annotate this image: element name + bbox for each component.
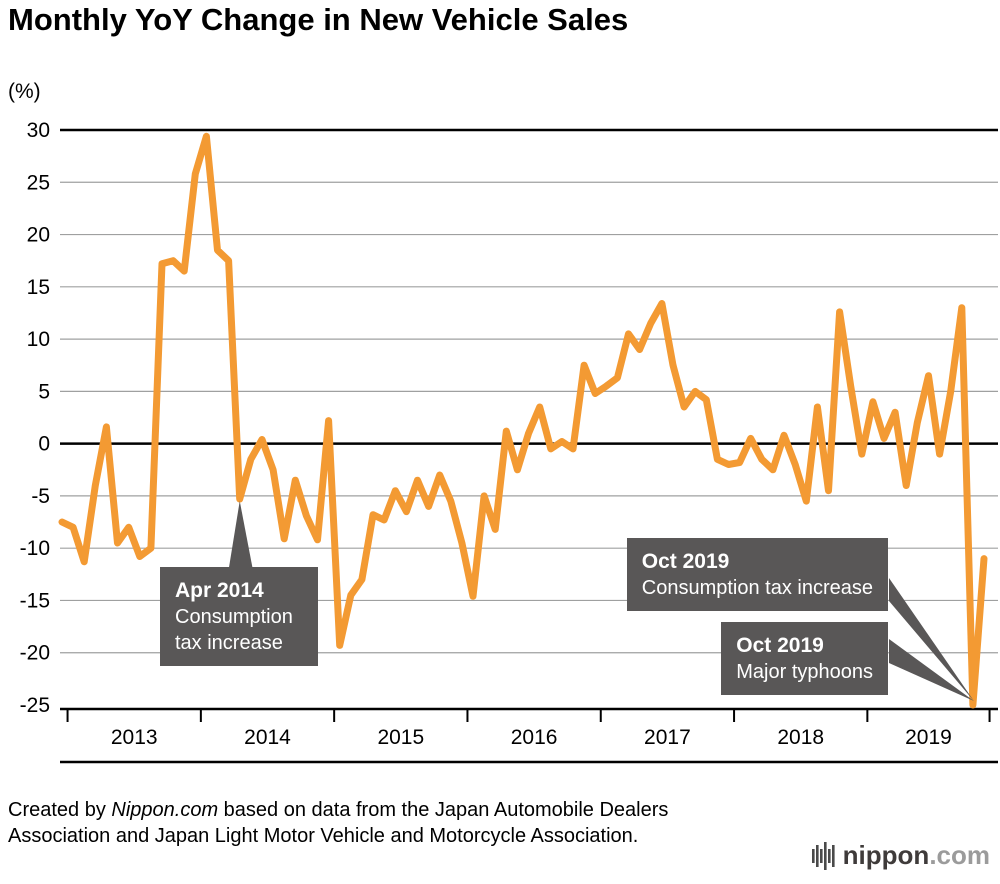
data-line: [58, 132, 988, 709]
svg-text:30: 30: [27, 119, 50, 142]
source-attribution: Created by Nippon.com based on data from…: [8, 797, 738, 849]
svg-text:2014: 2014: [244, 726, 291, 749]
svg-text:2016: 2016: [511, 726, 558, 749]
annotation-body: Major typhoons: [736, 661, 873, 684]
y-axis-labels: -25 -20 -15 -10 -5 0 5 10 15 20 25 30: [20, 119, 50, 717]
annotation-apr-2014-tax-increase: Apr 2014 Consumption tax increase: [160, 567, 318, 667]
svg-text:2017: 2017: [644, 726, 691, 749]
svg-text:20: 20: [27, 224, 50, 247]
svg-text:-5: -5: [31, 485, 50, 508]
svg-text:2018: 2018: [777, 726, 824, 749]
annotation-body: Consumption tax increase: [641, 577, 873, 600]
logo-tld: .com: [929, 840, 990, 870]
pointer-oct-2019-typhoons: [889, 639, 974, 701]
annotation-title: Oct 2019: [641, 550, 730, 573]
nippon-logo-icon: [811, 841, 835, 870]
svg-text:-10: -10: [20, 537, 50, 560]
svg-text:2013: 2013: [111, 726, 158, 749]
svg-text:-20: -20: [20, 642, 50, 665]
svg-text:0: 0: [38, 433, 50, 456]
pointer-apr-2014: [228, 501, 253, 569]
svg-text:25: 25: [27, 171, 50, 194]
annotation-oct-2019-tax-increase: Oct 2019 Consumption tax increase: [626, 538, 888, 612]
x-axis-year-labels: 2013 2014 2015 2016 2017 2018 2019: [111, 726, 952, 749]
page-title: Monthly YoY Change in New Vehicle Sales: [8, 2, 629, 37]
attribution-prefix: Created by: [8, 799, 112, 821]
annotation-pointers: [228, 501, 974, 701]
annotation-title: Oct 2019: [736, 634, 824, 657]
svg-text:15: 15: [27, 276, 50, 299]
annotation-body-line1: Consumption: [175, 606, 293, 629]
nippon-logo: nippon.com: [811, 840, 990, 871]
logo-name: nippon: [842, 840, 930, 870]
annotation-oct-2019-typhoons: Oct 2019 Major typhoons: [721, 622, 888, 696]
x-axis-ticks: [66, 709, 991, 722]
attribution-suffix: based on data from the Japan Automobile …: [8, 799, 669, 847]
source-site-name: Nippon.com: [111, 799, 219, 821]
svg-text:2015: 2015: [377, 726, 424, 749]
annotation-title: Apr 2014: [175, 579, 264, 602]
svg-text:2019: 2019: [905, 726, 952, 749]
y-axis-unit-label: (%): [8, 80, 41, 103]
pointer-oct-2019-tax: [889, 578, 974, 701]
annotation-body-line2: tax increase: [175, 632, 283, 655]
svg-text:-25: -25: [20, 694, 50, 717]
axis-lines: [60, 707, 998, 764]
svg-text:-15: -15: [20, 589, 50, 612]
svg-text:5: 5: [38, 380, 50, 403]
svg-text:10: 10: [27, 328, 50, 351]
